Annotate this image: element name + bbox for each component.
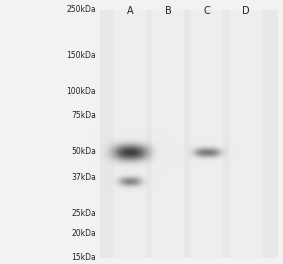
Text: C: C — [204, 6, 210, 16]
Text: 50kDa: 50kDa — [71, 148, 96, 157]
Text: 37kDa: 37kDa — [71, 173, 96, 182]
Text: A: A — [127, 6, 133, 16]
Text: 150kDa: 150kDa — [67, 50, 96, 59]
Text: 100kDa: 100kDa — [67, 87, 96, 96]
Text: 20kDa: 20kDa — [71, 229, 96, 238]
Text: 75kDa: 75kDa — [71, 111, 96, 120]
Text: 25kDa: 25kDa — [71, 209, 96, 218]
Text: 250kDa: 250kDa — [67, 6, 96, 15]
Text: B: B — [165, 6, 171, 16]
Text: D: D — [242, 6, 250, 16]
Text: 15kDa: 15kDa — [71, 253, 96, 262]
